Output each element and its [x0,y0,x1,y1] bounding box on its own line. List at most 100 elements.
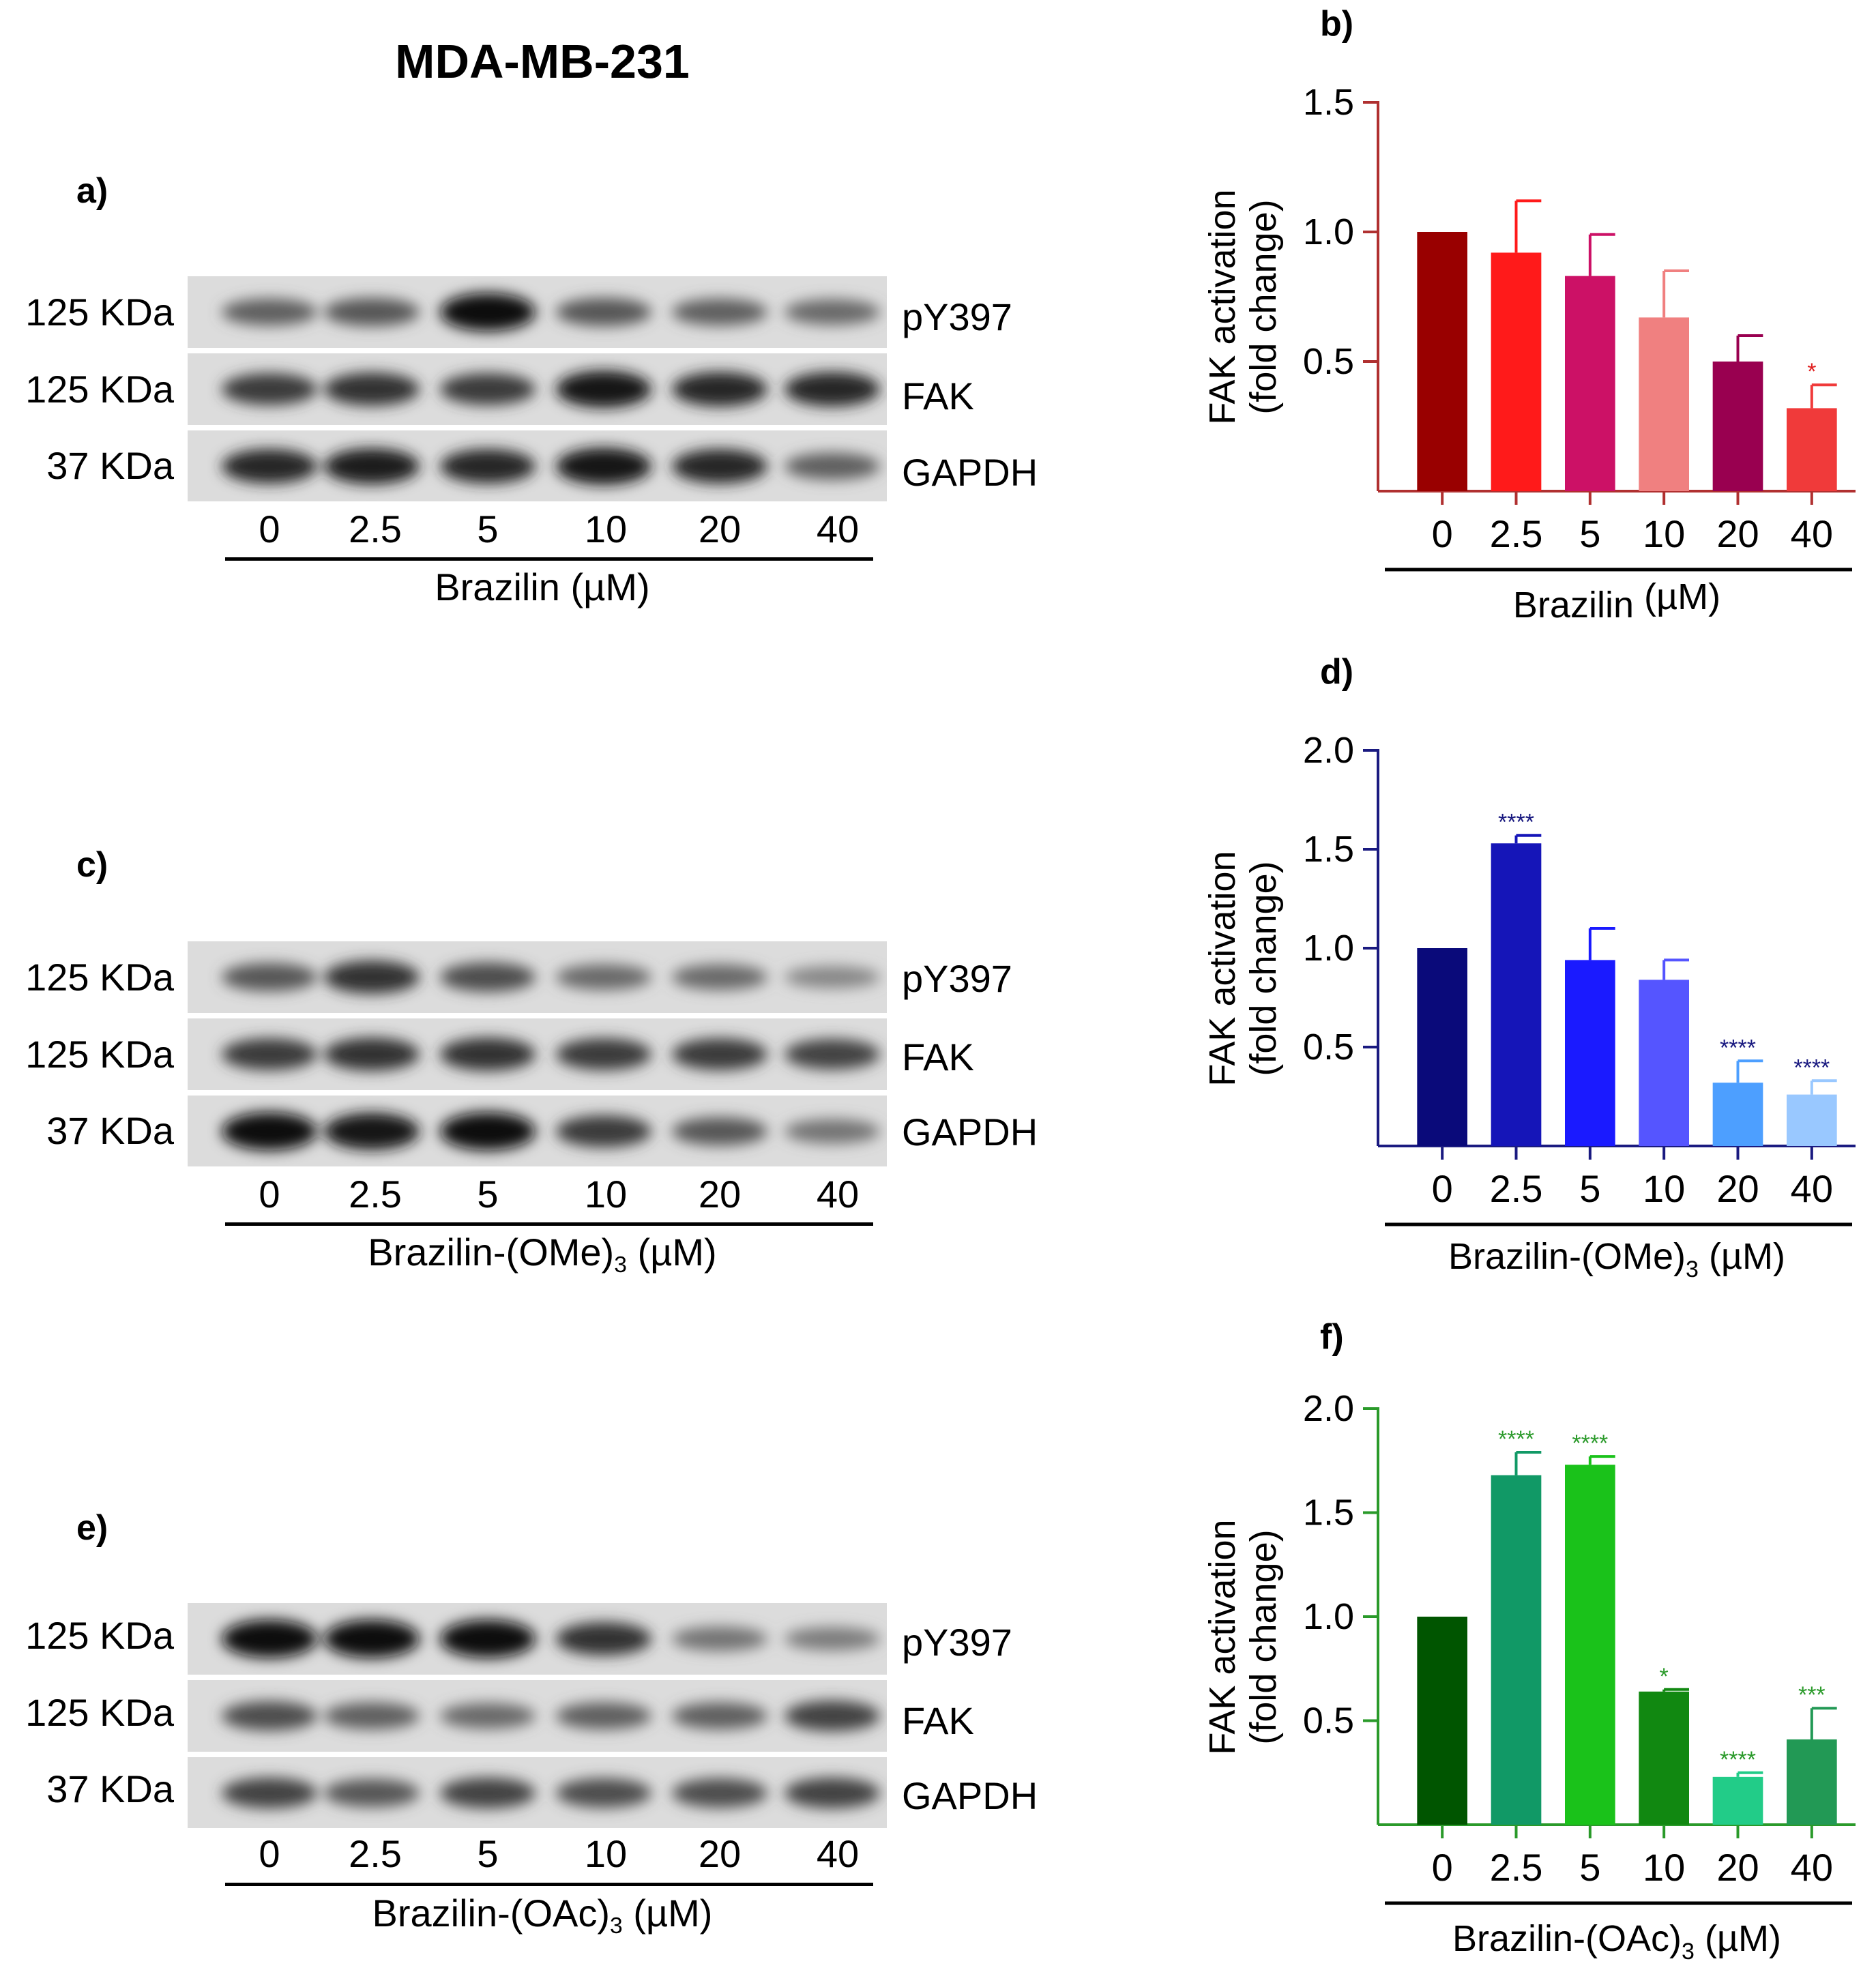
blot-band [222,1038,317,1070]
significance-marker: **** [1498,1426,1534,1452]
blot-band [672,1626,767,1651]
lane-label: 0 [259,1173,280,1216]
blot-band [324,297,420,327]
panel-label-d: d) [1320,652,1354,692]
x-tick-label: 40 [1791,512,1833,555]
lane-label: 2.5 [349,1832,402,1875]
bar [1639,980,1689,1146]
blot-band [440,1038,536,1071]
x-tick-label: 10 [1643,1846,1685,1889]
significance-marker: **** [1720,1747,1756,1773]
y-axis-title-line2: (fold change) [1243,861,1284,1076]
blot-band [556,1702,651,1730]
blot-band [672,1117,767,1146]
blot-band [440,373,536,405]
kda-label: 125 KDa [25,1614,174,1657]
bar [1787,408,1837,491]
blot-band [324,1619,420,1658]
bar-chart-f: FAK activation (fold change) Brazilin-(O… [1202,1388,1856,1965]
kda-label: 37 KDa [46,1767,174,1810]
y-axis-title-line1: FAK activation [1202,851,1243,1086]
x-tick-label: 5 [1579,1846,1600,1889]
blot-band [440,293,536,332]
blot-band [324,1702,420,1730]
x-tick-label: 5 [1579,1167,1600,1210]
lane-label: 10 [584,1173,628,1216]
y-axis-title: FAK activation (fold change) [1202,1519,1284,1754]
x-tick-label: 2.5 [1490,1167,1543,1210]
y-tick-label: 0.5 [1303,1027,1354,1068]
bar-chart-b: FAK activation (fold change) Brazilin (µ… [1202,82,1856,626]
blot-band [672,449,767,484]
lane-label: 20 [698,1173,742,1216]
kda-label: 37 KDa [46,444,174,487]
x-axis-title: Brazilin-(OAc)3 (µM) [1452,1918,1781,1965]
protein-label: pY397 [902,1621,1012,1664]
y-tick-label: 1.0 [1303,1596,1354,1637]
blot-band [785,966,880,988]
lane-label: 40 [816,1832,860,1875]
bar [1491,1475,1542,1825]
y-axis-title-line1: FAK activation [1202,1519,1243,1754]
blot-svg [188,276,887,502]
lane-label: 10 [584,508,628,550]
blot-band [785,299,880,325]
band-group [222,447,880,485]
blot-svg [188,1603,887,1829]
blot-band [324,1113,420,1150]
lane-label: 5 [477,1173,499,1216]
bar [1417,948,1467,1146]
blot-band [222,1777,317,1809]
panel-label-e: e) [76,1508,108,1548]
blot-svg [188,941,887,1167]
blot-image-e [188,1603,887,1829]
significance-marker: * [1807,359,1816,385]
blot-band [222,1619,317,1658]
lane-label: 5 [477,508,499,550]
lane-label: 20 [698,1832,742,1875]
bar [1712,362,1763,491]
y-tick-label: 2.0 [1303,730,1354,771]
blot-image-a [188,276,887,502]
significance-marker: **** [1498,810,1534,836]
blot-band [324,448,420,484]
blot-band [556,1778,651,1808]
lane-label: 0 [259,1832,280,1875]
kda-label: 125 KDa [25,1691,174,1734]
treatment-label: Brazilin-(OAc)3 (µM) [372,1892,713,1939]
blot-band [222,1701,317,1731]
blot-band [222,449,317,484]
significance-marker: *** [1798,1682,1826,1708]
blot-band [440,1619,536,1658]
blot-band [222,962,317,992]
blot-band [556,1622,651,1656]
bar [1417,232,1467,491]
blot-band [556,1115,651,1147]
kda-label: 125 KDa [25,368,174,411]
significance-marker: **** [1572,1430,1608,1456]
x-tick-label: 20 [1716,1167,1759,1210]
treatment-label: Brazilin (µM) [435,565,650,608]
blot-band [672,1778,767,1808]
blot-band [785,452,880,480]
band-group [222,1038,880,1071]
lane-label: 40 [816,1173,860,1216]
y-axis-title-line2: (fold change) [1243,199,1284,414]
protein-label: FAK [902,374,974,417]
significance-marker: * [1660,1664,1669,1690]
y-tick-label: 1.0 [1303,211,1354,252]
significance-marker: **** [1720,1035,1756,1061]
x-tick-label: 5 [1579,512,1600,555]
bar [1565,276,1615,491]
x-tick-label: 2.5 [1490,1846,1543,1889]
x-tick-label: 10 [1643,512,1685,555]
lane-label: 20 [698,508,742,550]
x-tick-label: 40 [1791,1846,1833,1889]
bar [1787,1739,1837,1825]
y-tick-label: 1.5 [1303,1493,1354,1533]
kda-label: 125 KDa [25,1033,174,1076]
blot-band [324,372,420,406]
blot-band [672,372,767,407]
protein-label: FAK [902,1699,974,1742]
bar [1787,1094,1837,1146]
